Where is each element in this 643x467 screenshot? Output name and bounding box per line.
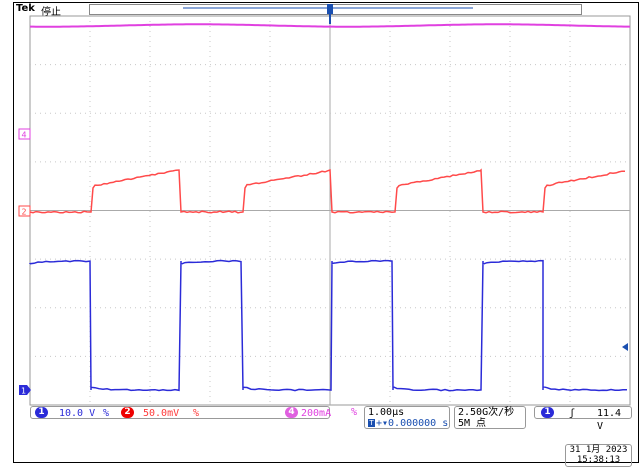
datetime-readout: 31 1月 2023 15:38:13: [565, 444, 632, 467]
ch4-marker-label: 4: [22, 131, 27, 140]
date: 31 1月 2023: [566, 445, 631, 455]
ch4-bandwidth: %: [351, 406, 357, 419]
ch2-bandwidth: %: [193, 407, 199, 420]
ch1-waveform: [30, 261, 627, 391]
ch1-bandwidth: %: [103, 407, 109, 420]
ch1-badge: 1: [35, 407, 48, 418]
ch1-marker[interactable]: 1: [19, 385, 31, 396]
channel-readout[interactable]: 1 10.0 V % 2 50.0mV % 4 200mA: [30, 406, 330, 419]
trigger-readout[interactable]: 1 ʃ 11.4 V: [534, 406, 632, 419]
ch2-badge: 2: [121, 407, 134, 418]
trigger-level: 11.4 V: [597, 407, 631, 433]
ch2-marker[interactable]: 2: [19, 206, 30, 217]
ch1-scale[interactable]: 10.0 V: [59, 407, 95, 420]
time: 15:38:13: [566, 455, 631, 465]
ch4-scale[interactable]: 200mA: [301, 407, 331, 420]
acquisition-readout[interactable]: 2.50G次/秒 5M 点: [454, 406, 526, 429]
ch4-marker[interactable]: 4: [19, 129, 30, 140]
sample-rate: 2.50G次/秒: [458, 407, 514, 418]
timebase-readout[interactable]: 1.00µs T +▾0.000000 s: [364, 406, 450, 429]
ch2-waveform: [30, 170, 625, 213]
record-length: 5M 点: [458, 418, 486, 429]
status-bar: 1 10.0 V % 2 50.0mV % 4 200mA % 1.00µs T…: [30, 405, 632, 421]
trigger-position-icon[interactable]: [327, 4, 333, 24]
trigger-position: +▾0.000000 s: [376, 418, 448, 429]
graticule: [30, 16, 630, 405]
ch1-marker-label: 1: [21, 387, 26, 396]
ch2-marker-label: 2: [22, 208, 27, 217]
trigger-level-icon[interactable]: [622, 343, 628, 351]
timebase-scale: 1.00µs: [368, 407, 404, 418]
trigger-position-icon: T: [368, 419, 375, 427]
ch4-badge: 4: [285, 407, 298, 418]
ch2-scale[interactable]: 50.0mV: [143, 407, 179, 420]
rising-edge-icon: ʃ: [569, 407, 575, 420]
trigger-source-badge: 1: [541, 407, 554, 418]
